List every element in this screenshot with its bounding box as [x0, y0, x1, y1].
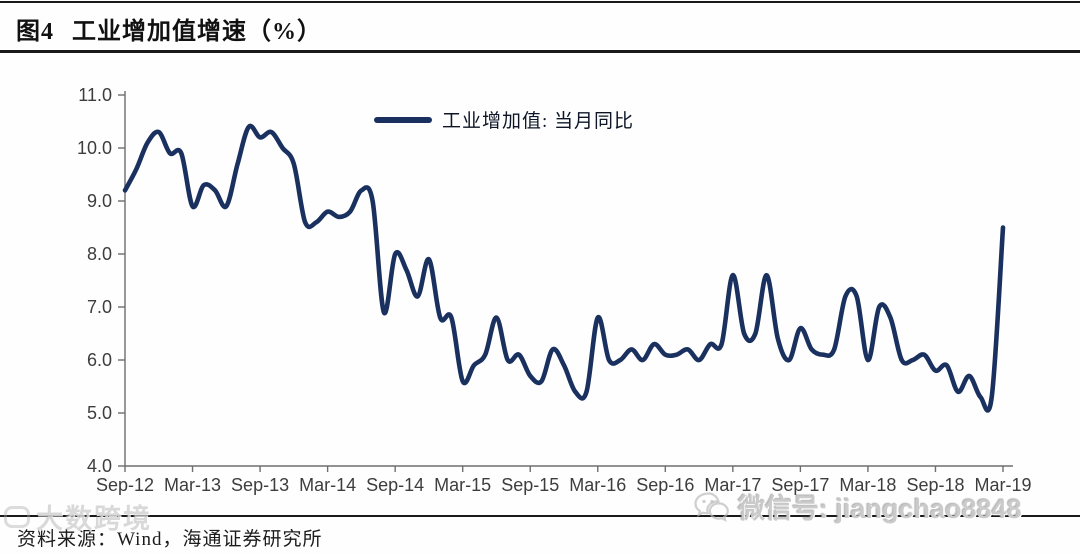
x-tick-label: Mar-14 [299, 475, 356, 495]
y-tick-label: 9.0 [87, 191, 112, 211]
x-tick-label: Sep-16 [636, 475, 694, 495]
y-tick-label: 11.0 [78, 85, 112, 105]
x-tick-label: Mar-13 [164, 475, 221, 495]
source-note: 资料来源：Wind，海通证券研究所 [17, 524, 322, 551]
x-tick-label: Sep-13 [231, 475, 289, 495]
y-tick-label: 10.0 [77, 138, 112, 158]
x-tick-label: Sep-17 [771, 475, 829, 495]
x-tick-label: Sep-14 [366, 475, 424, 495]
top-rule [0, 1, 1080, 3]
y-tick-label: 8.0 [87, 244, 112, 264]
figure-title-row: 图4 工业增加值增速（%） [16, 11, 1064, 46]
legend-label: 工业增加值: 当月同比 [442, 111, 635, 132]
legend-line-swatch [374, 116, 432, 123]
x-tick-label: Sep-12 [96, 475, 154, 495]
page-title: 工业增加值增速（%） [72, 19, 322, 45]
figure-label: 图4 [16, 19, 54, 45]
x-tick-label: Mar-17 [704, 475, 761, 495]
footer-rule [0, 515, 1080, 517]
x-tick-label: Mar-19 [974, 475, 1031, 495]
x-tick-label: Sep-15 [501, 475, 559, 495]
y-tick-label: 4.0 [87, 456, 112, 476]
source-text: 资料来源：Wind，海通证券研究所 [17, 529, 323, 550]
title-separator [0, 50, 1080, 53]
y-tick-label: 5.0 [87, 403, 112, 423]
x-tick-label: Mar-18 [839, 475, 896, 495]
chart-legend: 工业增加值: 当月同比 [374, 106, 634, 133]
y-tick-label: 6.0 [87, 350, 112, 370]
x-tick-label: Mar-16 [569, 475, 626, 495]
y-tick-label: 7.0 [87, 297, 112, 317]
x-tick-label: Mar-15 [434, 475, 491, 495]
x-tick-label: Sep-18 [906, 475, 964, 495]
line-chart: 11.0 10.0 9.0 8.0 7.0 6.0 5.0 4.0 Sep-12 Mar-13 Se… [0, 53, 1080, 513]
series-line-industrial-value-added [122, 123, 1006, 413]
